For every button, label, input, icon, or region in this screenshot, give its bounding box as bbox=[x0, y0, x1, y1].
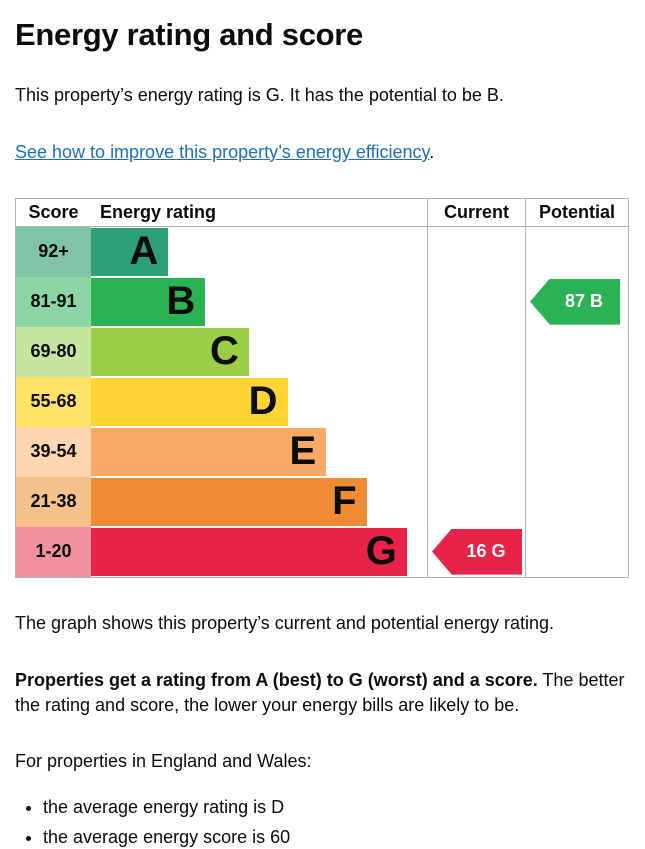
current-column-header: Current bbox=[427, 198, 525, 227]
explanation-bold: Properties get a rating from A (best) to… bbox=[15, 670, 538, 691]
band-bar-cell-g: G bbox=[91, 527, 427, 577]
page-title: Energy rating and score bbox=[15, 17, 363, 52]
band-bar-cell-f: F bbox=[91, 477, 427, 527]
potential-column: 87 B bbox=[525, 226, 628, 577]
averages-list: the average energy rating is D the avera… bbox=[15, 796, 629, 849]
band-score-c: 69-80 bbox=[16, 326, 91, 377]
band-bar-cell-b: B bbox=[91, 277, 427, 327]
intro-text: This property’s energy rating is G. It h… bbox=[15, 85, 504, 106]
band-score-e: 39-54 bbox=[16, 426, 91, 477]
band-score-g: 1-20 bbox=[16, 526, 91, 577]
potential-rating-arrow: 87 B bbox=[530, 278, 620, 325]
region-heading: For properties in England and Wales: bbox=[15, 750, 312, 771]
band-score-f: 21-38 bbox=[16, 476, 91, 527]
average-score-item: the average energy score is 60 bbox=[43, 826, 629, 849]
band-bar-cell-c: C bbox=[91, 327, 427, 377]
band-bar-g: G bbox=[91, 527, 407, 576]
band-bar-f: F bbox=[91, 477, 367, 526]
band-bar-cell-a: A bbox=[91, 227, 427, 277]
current-column: 16 G bbox=[427, 226, 525, 577]
band-bar-cell-e: E bbox=[91, 427, 427, 477]
band-bar-c: C bbox=[91, 327, 249, 376]
explanation-rest: The better the rating and score, the low… bbox=[15, 670, 625, 715]
band-score-a: 92+ bbox=[16, 226, 91, 277]
band-letter-b: B bbox=[166, 278, 196, 323]
improve-link-line: See how to improve this property’s energ… bbox=[15, 141, 629, 165]
current-rating-arrow: 16 G bbox=[432, 528, 522, 575]
rating-explanation: Properties get a rating from A (best) to… bbox=[15, 668, 629, 717]
band-letter-c: C bbox=[210, 328, 239, 373]
band-letter-g: G bbox=[365, 528, 397, 573]
band-bar-e: E bbox=[91, 427, 327, 476]
band-letter-a: A bbox=[129, 228, 159, 273]
band-bar-d: D bbox=[91, 377, 288, 426]
improve-link[interactable]: See how to improve this property’s energ… bbox=[15, 141, 430, 162]
band-letter-f: F bbox=[332, 478, 357, 523]
score-column-header: Score bbox=[16, 198, 91, 227]
chart-caption: The graph shows this property’s current … bbox=[15, 612, 554, 633]
band-score-d: 55-68 bbox=[16, 376, 91, 427]
band-bar-b: B bbox=[91, 277, 206, 326]
band-bar-cell-d: D bbox=[91, 377, 427, 427]
average-rating-item: the average energy rating is D bbox=[43, 796, 629, 820]
link-period: . bbox=[429, 141, 435, 162]
energy-rating-column-header: Energy rating bbox=[91, 198, 427, 227]
band-letter-d: D bbox=[248, 378, 278, 423]
energy-rating-chart: Score Energy rating Current Potential 16… bbox=[15, 197, 629, 578]
band-score-b: 81-91 bbox=[16, 276, 91, 327]
potential-column-header: Potential bbox=[525, 198, 628, 227]
band-letter-e: E bbox=[289, 428, 317, 473]
band-bar-a: A bbox=[91, 227, 169, 276]
